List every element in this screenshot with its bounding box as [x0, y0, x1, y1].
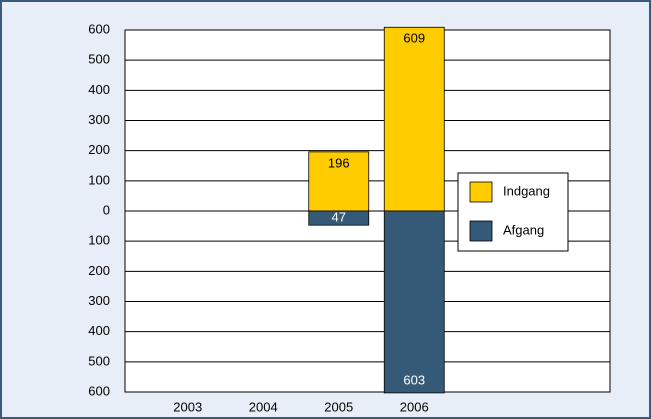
bar — [308, 210, 370, 226]
y-tick-label: 200 — [88, 263, 110, 278]
bar — [383, 210, 445, 394]
y-tick-label: 0 — [103, 202, 110, 217]
y-tick-label: 400 — [88, 323, 110, 338]
x-tick-label: 2004 — [249, 399, 278, 414]
data-label: 196 — [328, 155, 350, 170]
bar — [383, 26, 445, 212]
data-label: 609 — [403, 31, 425, 46]
data-label: 603 — [403, 372, 425, 387]
y-tick-label: 200 — [88, 142, 110, 157]
y-tick-label: 600 — [88, 383, 110, 398]
y-tick-label: 100 — [88, 172, 110, 187]
y-tick-label: 600 — [88, 21, 110, 36]
y-tick-label: 500 — [88, 353, 110, 368]
x-tick-label: 2006 — [400, 399, 429, 414]
legend-label: Indgang — [503, 183, 550, 198]
legend-swatch — [469, 181, 493, 203]
y-tick-label: 100 — [88, 233, 110, 248]
y-tick-label: 500 — [88, 52, 110, 67]
legend-swatch — [469, 220, 493, 242]
x-tick-label: 2003 — [173, 399, 202, 414]
y-tick-label: 300 — [88, 112, 110, 127]
data-label: 47 — [332, 210, 346, 225]
x-tick-label: 2005 — [324, 399, 353, 414]
y-tick-label: 400 — [88, 82, 110, 97]
y-tick-label: 300 — [88, 293, 110, 308]
bar — [308, 151, 370, 212]
legend-label: Afgang — [503, 222, 544, 237]
